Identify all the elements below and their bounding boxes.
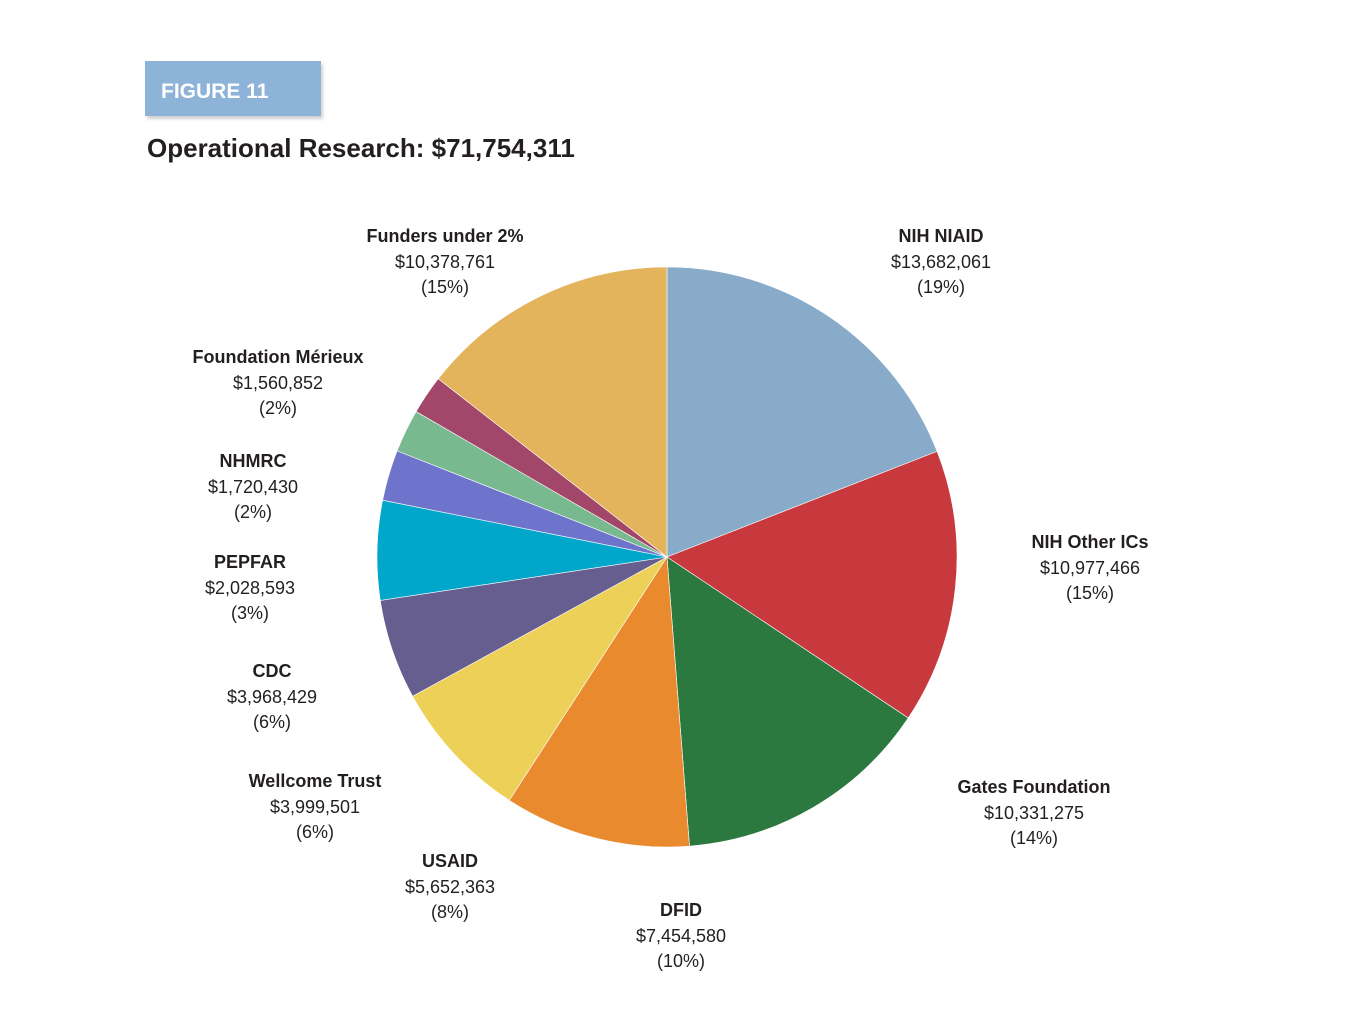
slice-label-funders-under-2: Funders under 2% $10,378,761 (15%) xyxy=(366,224,523,301)
slice-label-value: $10,331,275 xyxy=(983,802,1085,823)
slice-label-usaid: USAID $5,652,363 (8%) xyxy=(405,849,495,926)
slice-label-percent: (8%) xyxy=(430,902,469,922)
pie-slice-dfid xyxy=(508,556,690,848)
slice-label-name: CDC xyxy=(252,661,292,681)
slice-label-name: DFID xyxy=(660,900,702,920)
pie-slice-nih-niaid xyxy=(666,266,938,558)
slice-label-percent: (10%) xyxy=(656,951,705,971)
pie-slice-gates-foundation xyxy=(666,556,909,847)
slice-label-percent: (2%) xyxy=(258,398,297,418)
slice-label-pepfar: PEPFAR $2,028,593 (3%) xyxy=(205,550,295,627)
slice-label-nih-niaid: NIH NIAID $13,682,061 (19%) xyxy=(891,224,991,301)
slice-label-value: $10,378,761 xyxy=(394,251,496,272)
pie-slice-funders-under-2 xyxy=(437,266,668,558)
slice-label-name: Foundation Mérieux xyxy=(192,347,364,367)
slice-label-nih-other-ics: NIH Other ICs $10,977,466 (15%) xyxy=(1031,530,1148,607)
slice-label-percent: (6%) xyxy=(252,712,291,732)
slice-label-name: PEPFAR xyxy=(213,552,287,572)
chart-title: Operational Research: $71,754,311 xyxy=(147,133,575,163)
slice-label-name: NIH Other ICs xyxy=(1031,532,1149,552)
slice-label-percent: (2%) xyxy=(233,502,272,522)
slice-label-name: USAID xyxy=(421,851,478,871)
slice-label-value: $1,720,430 xyxy=(207,476,299,497)
slice-label-name: Gates Foundation xyxy=(957,777,1111,797)
slice-label-value: $7,454,580 xyxy=(635,925,727,946)
slice-label-name: Wellcome Trust xyxy=(248,771,382,791)
slice-label-nhmrc: NHMRC $1,720,430 (2%) xyxy=(208,449,298,526)
slice-label-wellcome-trust: Wellcome Trust $3,999,501 (6%) xyxy=(249,769,382,846)
slice-label-dfid: DFID $7,454,580 (10%) xyxy=(636,898,726,975)
slice-label-name: NIH NIAID xyxy=(898,226,984,246)
slice-label-value: $5,652,363 xyxy=(404,876,496,897)
slice-label-value: $13,682,061 xyxy=(890,251,992,272)
slice-label-value: $3,968,429 xyxy=(226,686,318,707)
slice-label-cdc: CDC $3,968,429 (6%) xyxy=(227,659,317,736)
slice-label-percent: (14%) xyxy=(1009,828,1058,848)
slice-label-percent: (15%) xyxy=(1065,583,1114,603)
slice-label-value: $1,560,852 xyxy=(232,372,324,393)
slice-label-name: NHMRC xyxy=(219,451,287,471)
slice-label-percent: (3%) xyxy=(230,603,269,623)
slice-label-name: Funders under 2% xyxy=(366,226,524,246)
pie-slice-nih-other-ics xyxy=(666,451,958,719)
slice-label-value: $10,977,466 xyxy=(1039,557,1141,578)
slice-label-value: $3,999,501 xyxy=(269,796,361,817)
slice-label-percent: (15%) xyxy=(420,277,469,297)
pie-slice-usaid xyxy=(412,556,668,801)
figure-tag: FIGURE 11 xyxy=(145,61,321,116)
slice-label-foundation-merieux: Foundation Mérieux $1,560,852 (2%) xyxy=(193,345,364,422)
slice-label-gates-foundation: Gates Foundation $10,331,275 (14%) xyxy=(958,775,1111,852)
slice-label-percent: (6%) xyxy=(295,822,334,842)
slice-label-value: $2,028,593 xyxy=(204,577,296,598)
slice-label-percent: (19%) xyxy=(916,277,966,297)
